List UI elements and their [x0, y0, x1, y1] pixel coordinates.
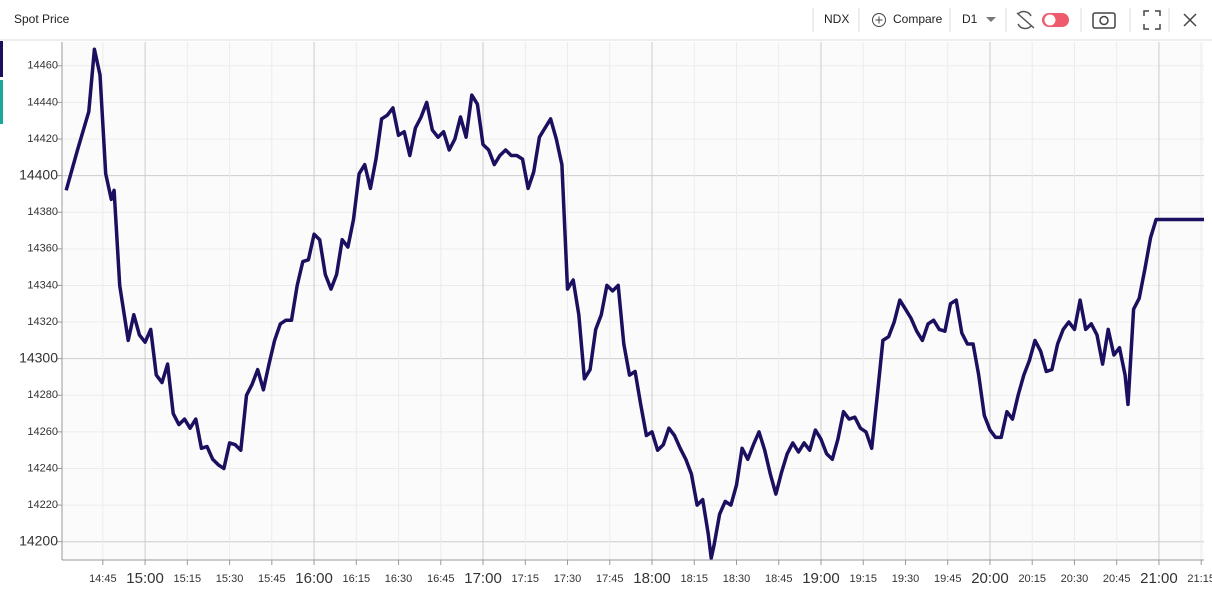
price-line: [64, 47, 1204, 560]
x-tick-label: 18:15: [680, 573, 708, 585]
y-tick-label: 14380: [27, 206, 58, 218]
y-tick-label: 14340: [27, 279, 58, 291]
y-tick-label: 14420: [27, 133, 58, 145]
x-tick-label: 14:45: [89, 573, 117, 585]
camera-lens: [1099, 15, 1109, 26]
x-tick-label: 15:45: [258, 573, 286, 585]
x-tick-label: 21:00: [1140, 570, 1178, 587]
fullscreen-icon[interactable]: [1143, 10, 1161, 30]
y-tick-label: 14200: [19, 532, 58, 548]
x-tick-label: 17:15: [512, 573, 540, 585]
toggle-knob: [1044, 14, 1056, 26]
y-tick-label: 14240: [27, 462, 58, 474]
side-indicator: [0, 80, 3, 124]
x-tick-label: 15:00: [126, 570, 164, 587]
x-tick-label: 18:00: [633, 570, 671, 587]
compare-button[interactable]: Compare: [893, 12, 943, 26]
interval-dropdown[interactable]: [986, 17, 996, 22]
x-tick-label: 20:15: [1018, 573, 1046, 585]
toolbar: [0, 0, 1212, 40]
y-tick-label: 14280: [27, 389, 58, 401]
symbol[interactable]: NDX: [824, 12, 849, 26]
x-tick-label: 20:00: [971, 570, 1009, 587]
series-layer: [64, 47, 1204, 560]
chart-title: Spot Price: [14, 12, 70, 26]
compare-icon[interactable]: [872, 13, 886, 27]
y-tick-label: 14220: [27, 499, 58, 511]
y-tick-label: 14440: [27, 96, 58, 108]
x-tick-label: 16:45: [427, 573, 455, 585]
camera-icon[interactable]: [1092, 12, 1116, 29]
x-tick-label: 17:00: [464, 570, 502, 587]
interval[interactable]: D1: [962, 12, 978, 26]
x-tick-label: 19:00: [802, 570, 840, 587]
x-tick-label: 20:45: [1103, 573, 1131, 585]
sync-icon[interactable]: [1016, 10, 1035, 30]
x-tick-label: 16:15: [343, 573, 371, 585]
x-tick-label: 19:45: [934, 573, 962, 585]
x-tick-label: 19:30: [892, 573, 920, 585]
x-tick-label: 15:30: [216, 573, 244, 585]
x-tick-label: 15:15: [174, 573, 202, 585]
x-tick-label: 16:00: [295, 570, 333, 587]
y-tick-label: 14360: [27, 243, 58, 255]
y-tick-label: 14260: [27, 426, 58, 438]
y-tick-label: 14400: [19, 166, 58, 182]
x-tick-label: 19:15: [849, 573, 877, 585]
x-tick-label: 17:45: [596, 573, 624, 585]
x-tick-label: 18:30: [723, 573, 751, 585]
x-tick-label: 20:30: [1061, 573, 1089, 585]
axis-labels: 14200 14220 14240 14260 14280 14300 14320 14340…: [19, 60, 1212, 587]
x-tick-label: 21:15: [1187, 573, 1212, 585]
x-tick-label: 18:45: [765, 573, 793, 585]
x-tick-label: 17:30: [554, 573, 582, 585]
side-indicator: [0, 41, 3, 77]
grid: [57, 42, 1204, 565]
plot-area: [62, 42, 1204, 560]
y-tick-label: 14460: [27, 60, 58, 72]
compare-icon-plus: [875, 16, 883, 24]
y-tick-label: 14320: [27, 316, 58, 328]
close-icon[interactable]: [1183, 13, 1197, 27]
y-tick-label: 14300: [19, 349, 58, 365]
x-tick-label: 16:30: [385, 573, 413, 585]
